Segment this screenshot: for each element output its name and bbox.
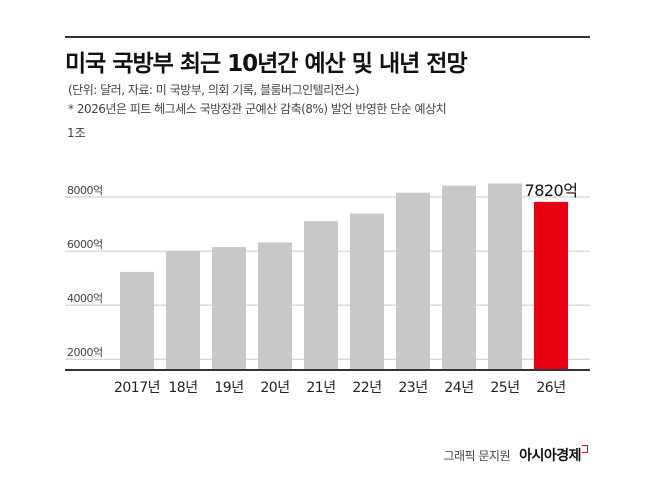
bar [442,185,476,370]
bar [396,192,430,370]
y-tick-label: 4000억 [67,292,103,305]
y-tick-label: 6000억 [67,238,103,251]
y-tick-label: 8000억 [67,184,103,197]
source-note: (단위: 달러, 자료: 미 국방부, 의회 기록, 블룸버그인텔리전스) [68,83,360,97]
y-tick-label: 2000억 [67,346,103,359]
bar [350,213,384,370]
x-tick-label: 26년 [536,380,565,396]
data-label: 7820억 [525,181,578,200]
bar [488,183,522,370]
bar [304,221,338,370]
brand-mark-icon [582,445,588,453]
chart-title: 미국 국방부 최근 10년간 예산 및 내년 전망 [65,51,468,77]
bar [258,242,292,370]
x-tick-label: 23년 [398,380,427,396]
top-rule [65,36,590,38]
brand-logo-text: 아시아경제 [519,448,581,464]
bar-highlight [534,201,568,370]
x-tick-label: 24년 [444,380,473,396]
x-tick-label: 18년 [168,380,197,396]
bar [212,247,246,370]
x-tick-label: 2017년 [114,380,160,396]
credit: 그래픽 문지원 아시아경제 [443,445,588,465]
unit-label: 1조 [67,126,86,140]
graphic-credit: 그래픽 문지원 [443,449,510,463]
estimate-note: * 2026년은 피트 헤그세스 국방장관 군예산 감축(8%) 발언 반영한 … [68,102,447,116]
x-tick-label: 22년 [352,380,381,396]
x-tick-label: 19년 [214,380,243,396]
bar [120,271,154,370]
x-tick-label: 25년 [490,380,519,396]
x-tick-label: 21년 [306,380,335,396]
x-tick-label: 20년 [260,380,289,396]
bar [166,251,200,370]
